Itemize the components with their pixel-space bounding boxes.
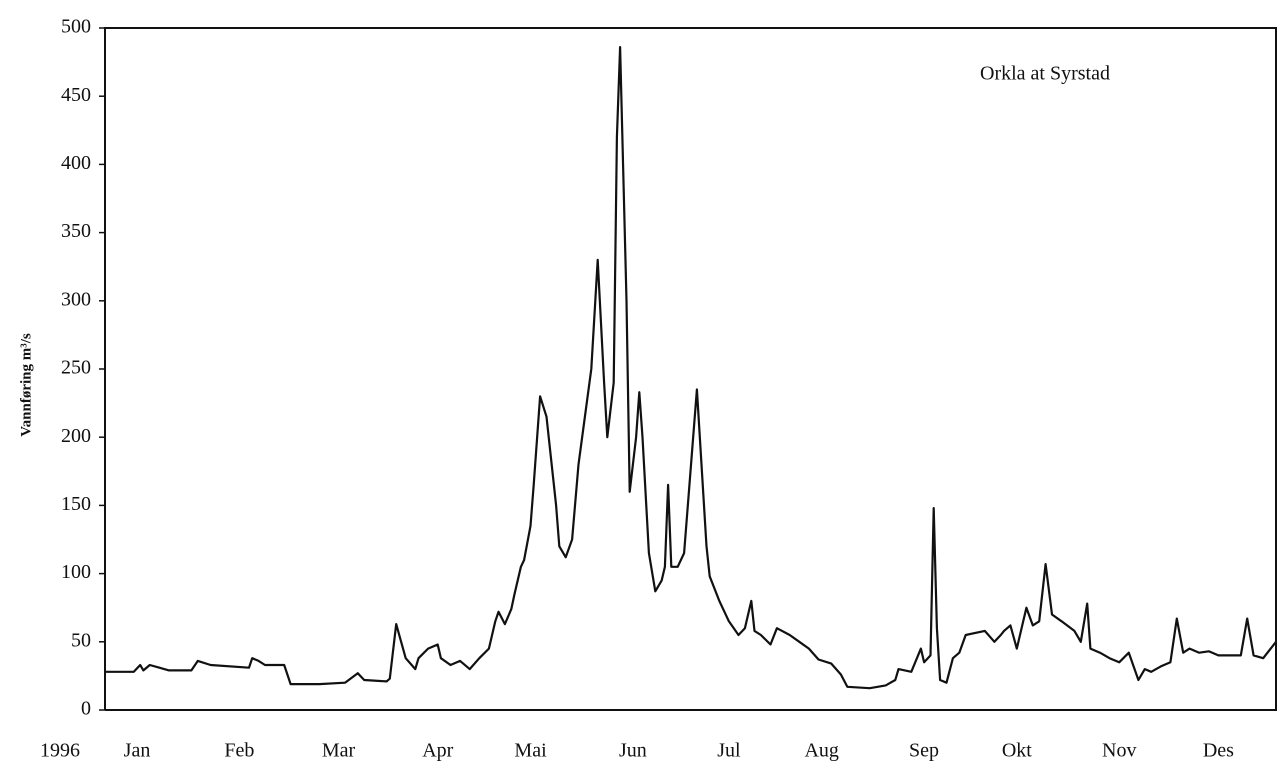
y-tick-label: 500 <box>61 16 91 38</box>
y-tick-label: 400 <box>61 152 91 174</box>
y-axis-label: Vannføring m³/s <box>18 333 34 437</box>
x-tick-label: Apr <box>422 740 453 762</box>
x-tick-label: Feb <box>224 740 254 762</box>
axis-frame <box>104 27 1277 711</box>
x-tick-label: Jun <box>619 740 647 762</box>
y-tick-label: 250 <box>61 357 91 379</box>
data-line <box>105 46 1277 690</box>
x-tick-label: Nov <box>1102 740 1136 762</box>
y-tick-label: 100 <box>61 561 91 583</box>
x-tick-label: Aug <box>804 740 838 762</box>
x-tick-label: Sep <box>909 740 939 762</box>
y-tick-label: 150 <box>61 493 91 515</box>
y-tick-label: 0 <box>81 698 91 720</box>
x-tick-label: Okt <box>1002 740 1032 762</box>
y-tick-label: 300 <box>61 288 91 310</box>
y-tick-label: 350 <box>61 220 91 242</box>
y-tick-label: 200 <box>61 425 91 447</box>
y-tick-label: 450 <box>61 84 91 106</box>
x-axis-label: 1996 <box>40 740 80 762</box>
annotation: Orkla at Syrstad <box>980 63 1110 85</box>
x-tick-label: Jan <box>124 740 151 762</box>
x-tick-label: Jul <box>717 740 741 762</box>
x-tick-label: Mar <box>322 740 356 762</box>
x-tick-label: Mai <box>514 740 547 762</box>
y-tick-label: 50 <box>71 629 91 651</box>
x-tick-label: Des <box>1203 740 1234 762</box>
